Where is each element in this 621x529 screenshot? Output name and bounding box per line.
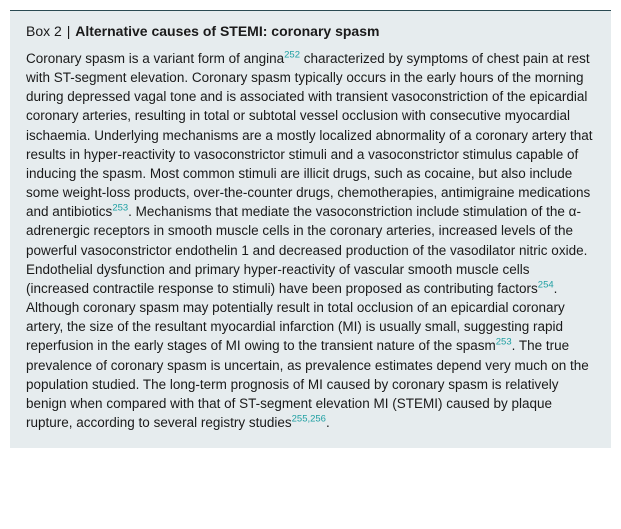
citation-ref[interactable]: 255,256 (292, 413, 326, 424)
box-body: Coronary spasm is a variant form of angi… (26, 49, 595, 432)
box-title: Alternative causes of STEMI: coronary sp… (75, 23, 379, 39)
box-number: Box 2 (26, 23, 62, 39)
citation-ref[interactable]: 253 (112, 203, 128, 214)
body-segment: . (326, 415, 330, 430)
info-box: Box 2 | Alternative causes of STEMI: cor… (10, 10, 611, 448)
body-segment: Coronary spasm is a variant form of angi… (26, 51, 284, 66)
citation-ref[interactable]: 253 (496, 337, 512, 348)
body-segment: characterized by symptoms of chest pain … (26, 51, 593, 219)
title-separator: | (66, 23, 72, 39)
citation-ref[interactable]: 252 (284, 50, 300, 61)
citation-ref[interactable]: 254 (538, 279, 554, 290)
box-header: Box 2 | Alternative causes of STEMI: cor… (26, 23, 595, 39)
